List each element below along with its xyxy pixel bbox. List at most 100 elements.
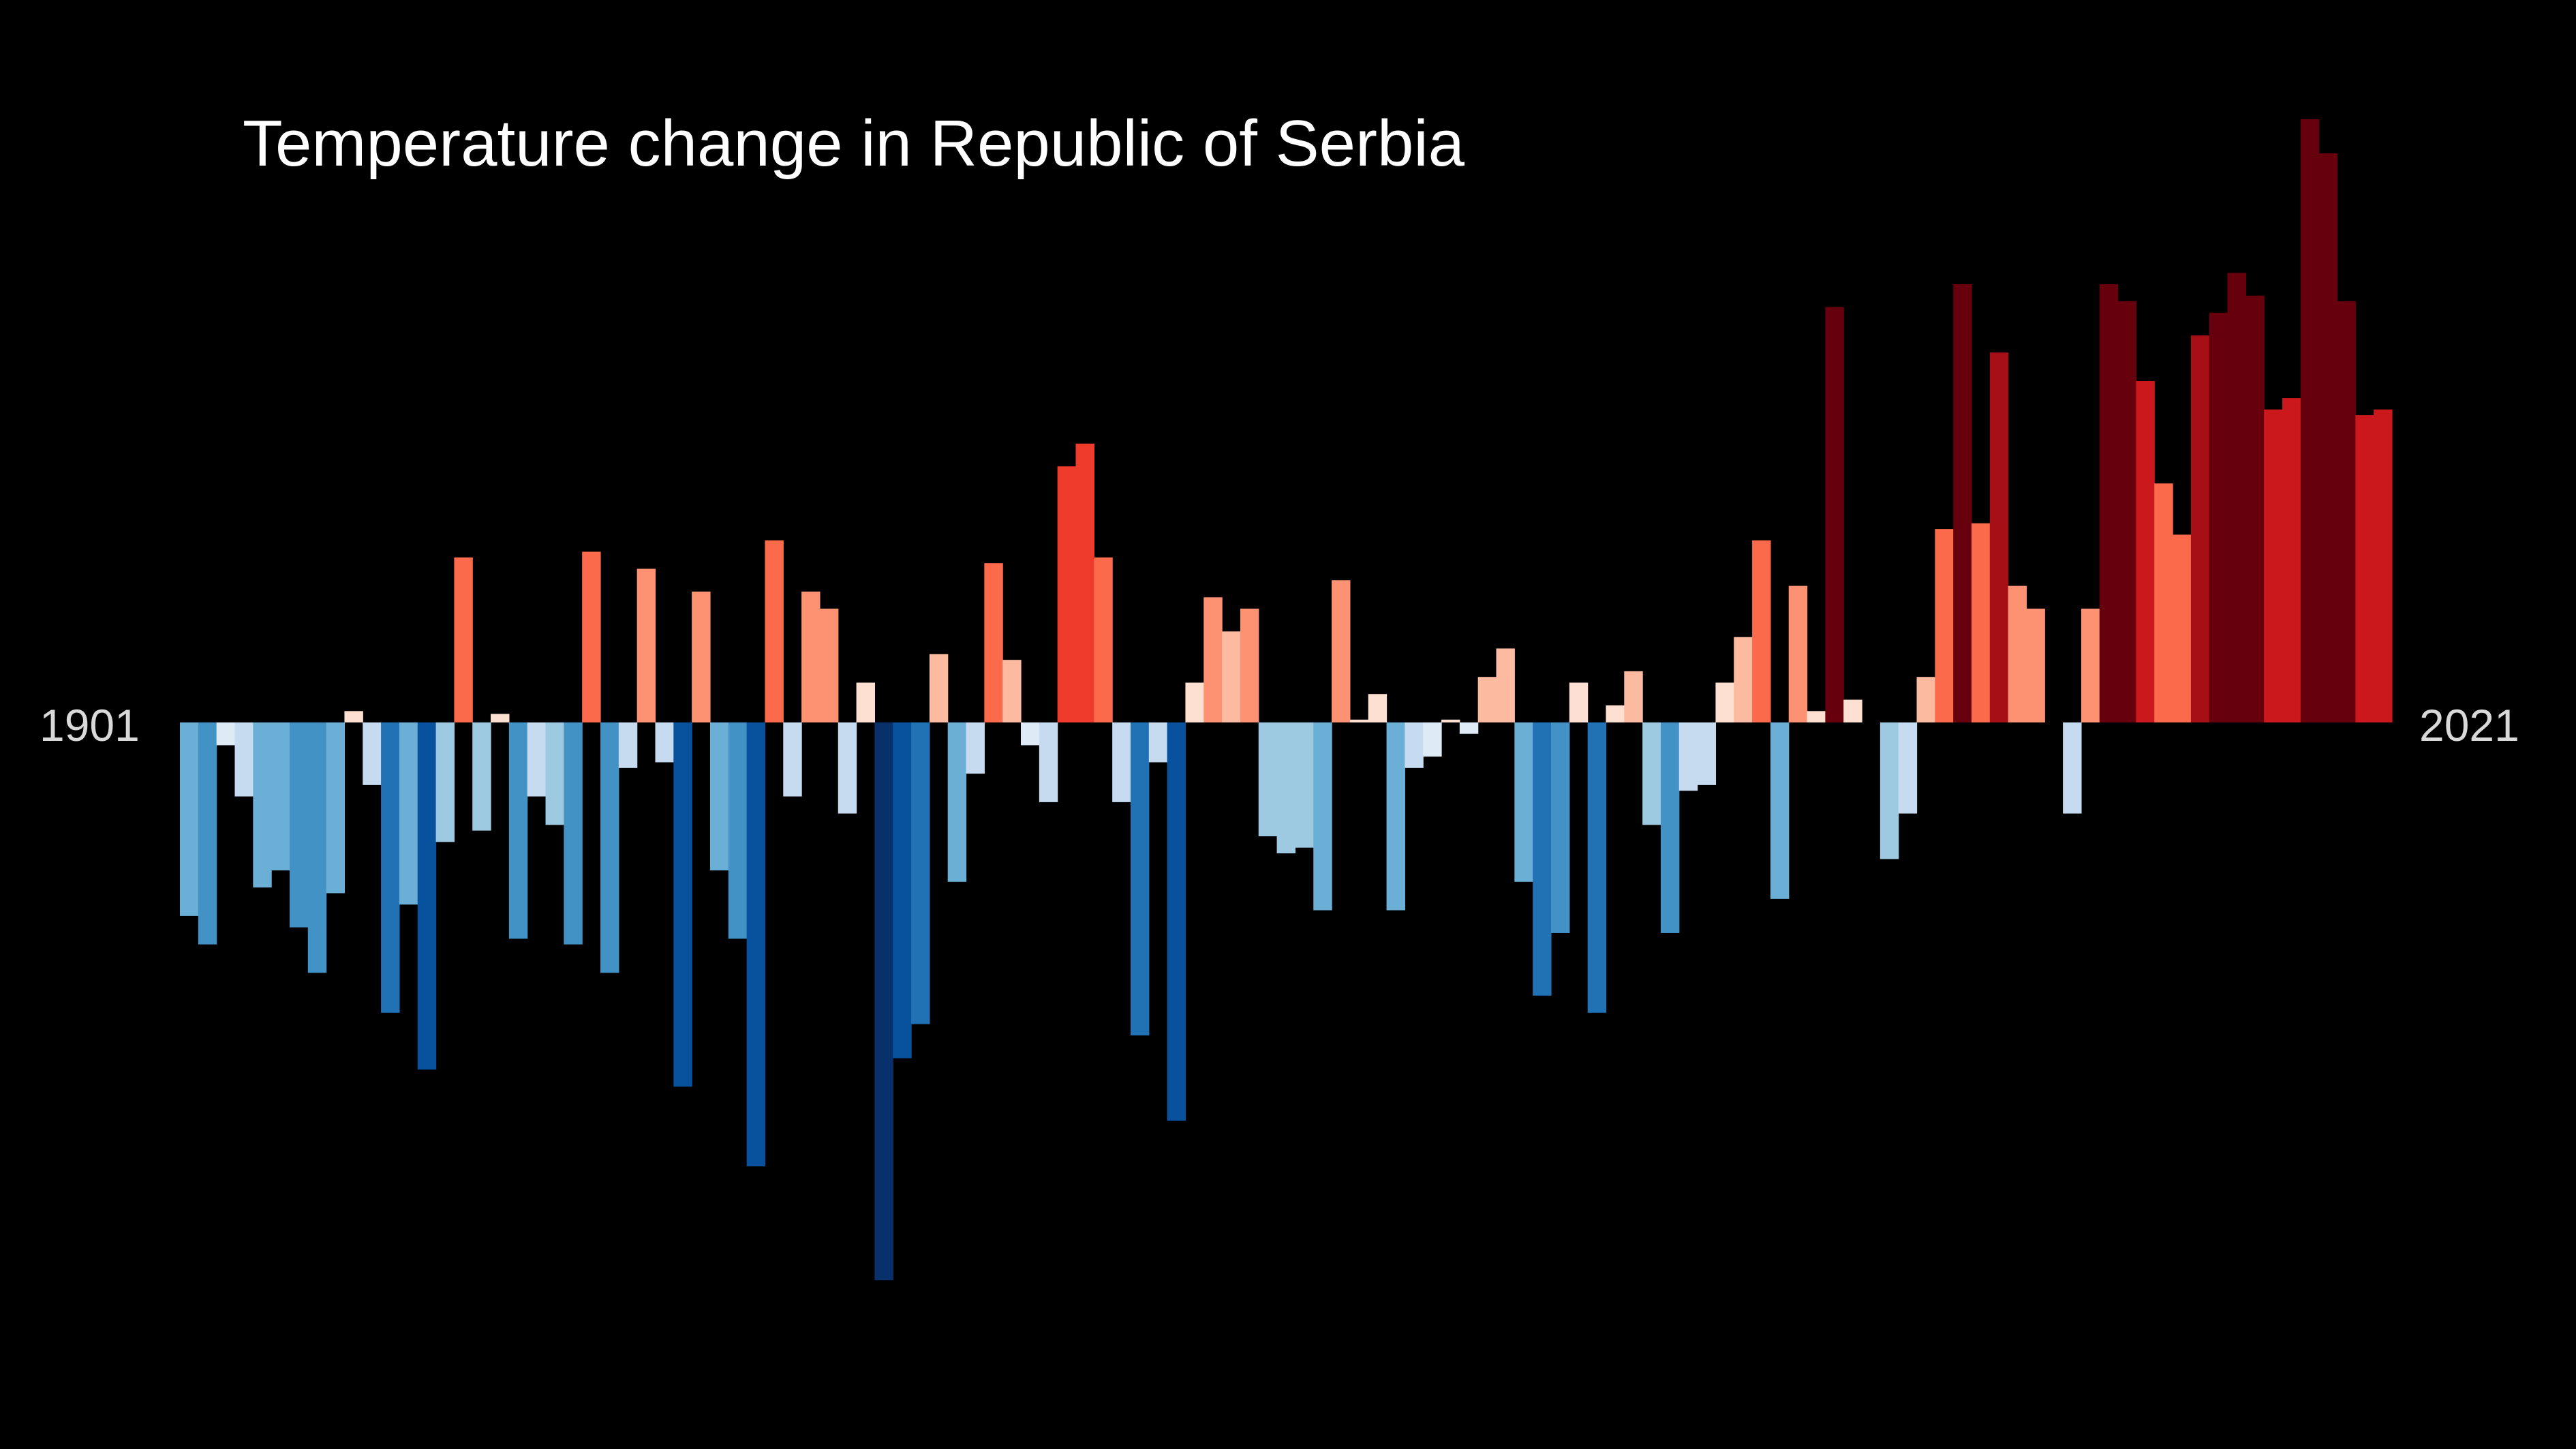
bar-1921 (545, 722, 564, 825)
bar-1953 (1130, 722, 1150, 1036)
bar-2014 (2245, 295, 2265, 722)
bar-1904 (234, 722, 254, 797)
bar-1989 (1788, 585, 1808, 722)
bar-2004 (2063, 722, 2082, 814)
bar-1919 (508, 722, 528, 939)
bar-1984 (1697, 722, 1717, 785)
bar-1926 (637, 568, 656, 722)
bar-1940 (893, 722, 912, 1058)
bar-2016 (2282, 398, 2301, 722)
bar-1978 (1587, 722, 1607, 1013)
bar-1902 (198, 722, 217, 945)
bar-1985 (1715, 682, 1734, 722)
bar-2019 (2337, 301, 2356, 723)
bar-2011 (2190, 335, 2210, 722)
bar-1986 (1734, 637, 1753, 722)
bar-2005 (2081, 609, 2100, 722)
bar-2018 (2318, 153, 2338, 722)
bar-1945 (984, 563, 1003, 722)
bar-1929 (692, 591, 711, 722)
bar-2012 (2209, 312, 2228, 722)
bar-1930 (709, 722, 729, 871)
bar-1979 (1606, 705, 1625, 722)
bar-1960 (1258, 722, 1278, 836)
bar-1990 (1807, 711, 1826, 722)
bar-1910 (344, 711, 363, 722)
bar-1972 (1477, 677, 1497, 722)
bar-1995 (1898, 722, 1918, 814)
bar-1973 (1496, 648, 1515, 722)
bar-1936 (819, 609, 839, 722)
bar-1901 (180, 722, 199, 916)
bar-1964 (1332, 580, 1351, 722)
bar-1916 (454, 557, 473, 722)
bar-2002 (2026, 609, 2045, 722)
bar-1996 (1916, 677, 1935, 722)
bar-2015 (2264, 409, 2283, 722)
bar-2013 (2227, 273, 2246, 723)
start-year-label: 1901 (40, 700, 140, 750)
bar-2007 (2117, 301, 2137, 723)
bar-1962 (1295, 722, 1314, 848)
bar-1957 (1203, 597, 1223, 722)
bar-1991 (1825, 307, 1844, 722)
bar-1949 (1057, 466, 1077, 722)
bar-1981 (1642, 722, 1661, 825)
bar-1931 (728, 722, 748, 939)
bar-1905 (253, 722, 272, 888)
chart-title: Temperature change in Republic of Serbia (243, 107, 1465, 180)
bar-1924 (600, 722, 619, 973)
bar-1976 (1550, 722, 1570, 933)
bar-1970 (1441, 719, 1460, 722)
bar-1966 (1368, 694, 1387, 722)
bar-1938 (856, 682, 876, 722)
bar-1950 (1075, 443, 1094, 722)
bar-2021 (2374, 409, 2393, 722)
bar-1974 (1514, 722, 1533, 882)
bar-1937 (838, 722, 857, 814)
bar-1906 (271, 722, 290, 871)
bar-1933 (765, 540, 784, 722)
bar-1912 (381, 722, 400, 1013)
bar-1920 (527, 722, 547, 797)
bar-1946 (1002, 660, 1022, 722)
bar-1994 (1880, 722, 1899, 859)
bar-1999 (1971, 523, 1991, 722)
bar-1983 (1678, 722, 1698, 791)
bar-1932 (746, 722, 766, 1167)
bar-1954 (1148, 722, 1168, 763)
bar-1965 (1349, 719, 1369, 722)
bar-1913 (399, 722, 418, 905)
bar-1903 (216, 722, 236, 746)
bar-2001 (2008, 585, 2027, 722)
bar-1908 (307, 722, 327, 973)
bar-1914 (417, 722, 437, 1070)
bar-1959 (1240, 609, 1259, 722)
bar-1934 (783, 722, 802, 797)
bar-1927 (655, 722, 674, 763)
bar-1915 (435, 722, 455, 842)
bar-1923 (582, 551, 601, 722)
bar-1941 (911, 722, 930, 1024)
bar-1956 (1185, 682, 1204, 722)
bar-1998 (1953, 284, 1972, 722)
bar-1969 (1423, 722, 1442, 757)
bar-2017 (2300, 119, 2320, 722)
bar-1963 (1313, 722, 1332, 911)
bar-1987 (1752, 540, 1771, 722)
bar-1952 (1112, 722, 1131, 802)
bar-1935 (801, 591, 821, 722)
bar-1947 (1021, 722, 1040, 746)
bar-1980 (1624, 671, 1643, 722)
bar-1907 (289, 722, 309, 928)
bar-2006 (2099, 284, 2119, 722)
bar-2020 (2355, 415, 2374, 722)
bar-1982 (1660, 722, 1680, 933)
bar-1992 (1843, 699, 1862, 722)
bar-1948 (1039, 722, 1058, 802)
bar-1918 (491, 714, 510, 722)
bar-1917 (472, 722, 491, 831)
bar-1909 (326, 722, 346, 894)
